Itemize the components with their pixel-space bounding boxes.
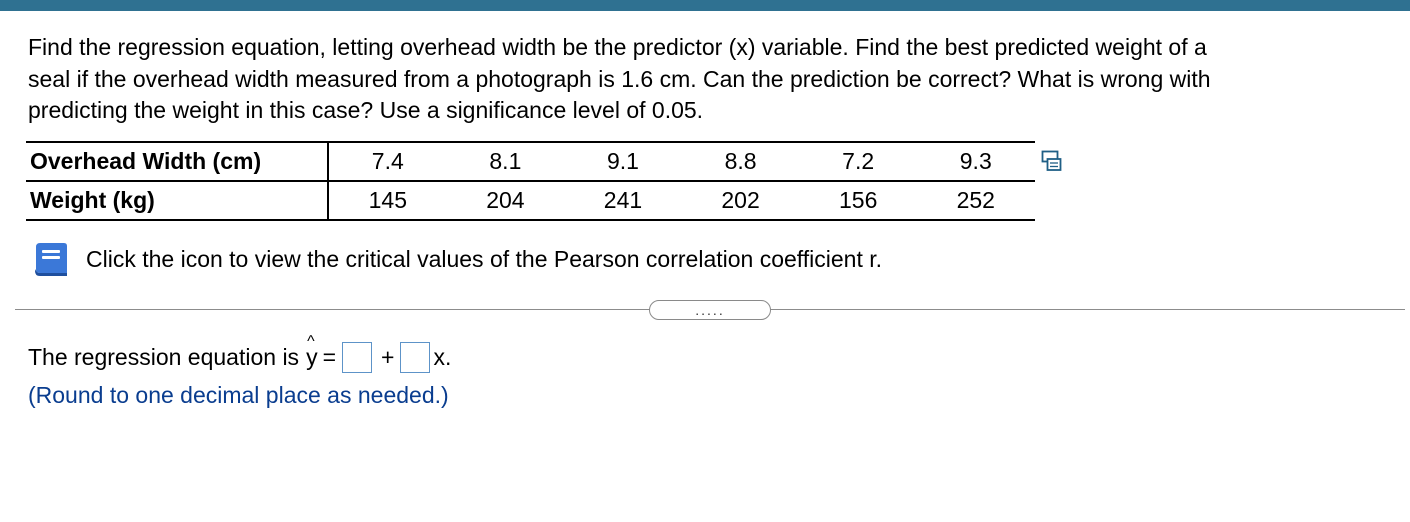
regression-equation: The regression equation is ^ y = + x. <box>28 333 452 377</box>
top-bar <box>0 0 1410 11</box>
question-line-2: seal if the overhead width measured from… <box>28 65 1211 92</box>
table-cell: 8.8 <box>681 141 800 182</box>
table-cell: 7.4 <box>328 141 447 182</box>
critical-values-info-text: Click the icon to view the critical valu… <box>86 246 883 272</box>
row-header-weight: Weight (kg) <box>26 181 329 221</box>
copy-data-icon[interactable] <box>1041 150 1063 172</box>
equals-sign: = <box>322 344 336 370</box>
equation-prefix: The regression equation is <box>28 344 300 370</box>
question-line-3: predicting the weight in this case? Use … <box>28 97 704 123</box>
y-symbol: y <box>306 344 318 370</box>
table-cell: 202 <box>681 181 800 221</box>
expand-button[interactable]: ..... <box>649 300 771 320</box>
table-cell: 252 <box>916 181 1035 221</box>
data-table: Overhead Width (cm) 7.4 8.1 9.1 8.8 7.2 … <box>26 141 1035 221</box>
hat-symbol: ^ <box>307 333 315 350</box>
row-header-overhead-width: Overhead Width (cm) <box>26 141 329 182</box>
table-cell: 204 <box>446 181 565 221</box>
intercept-input[interactable] <box>342 341 372 373</box>
table-row-overhead-width: Overhead Width (cm) 7.4 8.1 9.1 8.8 7.2 … <box>26 141 1035 182</box>
plus-sign: + <box>381 344 395 370</box>
table-cell: 9.3 <box>916 141 1035 182</box>
question-text: Find the regression equation, letting ov… <box>28 32 1388 127</box>
table-cell: 145 <box>328 181 447 221</box>
question-line-1: Find the regression equation, letting ov… <box>28 34 1207 60</box>
slope-input[interactable] <box>400 341 431 373</box>
table-cell: 9.1 <box>564 141 682 182</box>
rounding-hint: (Round to one decimal place as needed.) <box>28 382 449 408</box>
book-icon[interactable] <box>31 237 73 279</box>
y-hat: ^ y <box>306 333 318 377</box>
table-row-weight: Weight (kg) 145 204 241 202 156 252 <box>26 181 1035 221</box>
equation-suffix: x. <box>433 344 452 370</box>
table-cell: 8.1 <box>446 141 565 182</box>
table-cell: 156 <box>799 181 917 221</box>
table-cell: 241 <box>564 181 682 221</box>
table-cell: 7.2 <box>799 141 917 182</box>
